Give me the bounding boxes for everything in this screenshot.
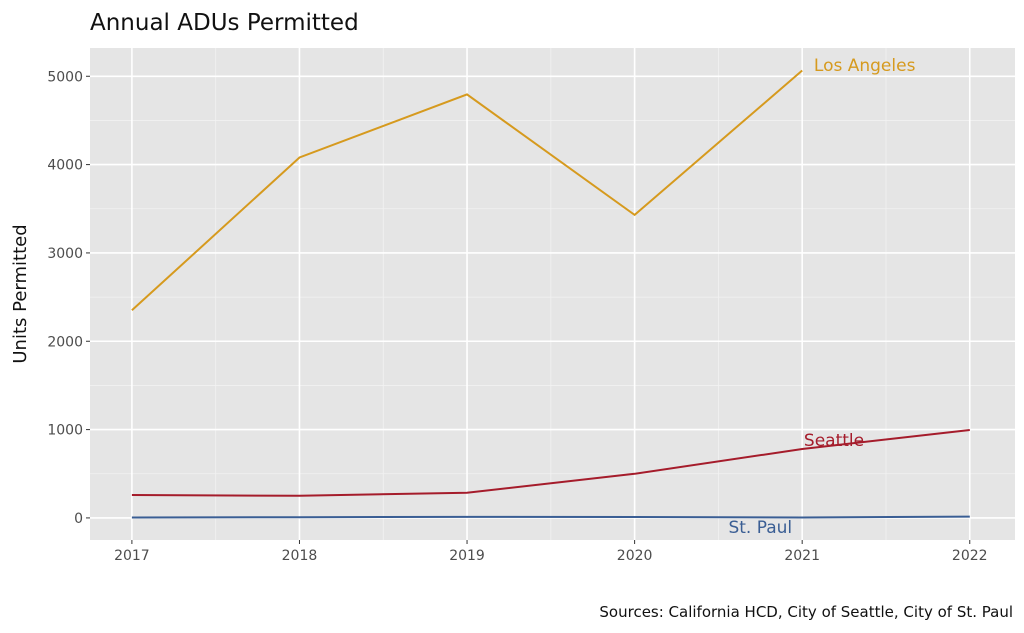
line-st-paul: [131, 515, 970, 519]
y-tick-label: 2000: [47, 334, 83, 350]
line-los-angeles: [131, 69, 803, 312]
x-tick-label: 2022: [952, 548, 988, 564]
chart-title: Annual ADUs Permitted: [90, 10, 359, 36]
y-tick-label: 0: [74, 511, 83, 527]
series-lines: [131, 69, 970, 519]
x-tick-label: 2021: [784, 548, 820, 564]
y-axis-title: Units Permitted: [10, 224, 31, 363]
y-tick-label: 4000: [47, 158, 83, 174]
plot-panel: [90, 48, 1015, 540]
y-tick-label: 5000: [47, 69, 83, 85]
line-seattle: [131, 429, 970, 497]
x-tick-label: 2020: [617, 548, 653, 564]
x-tick-label: 2019: [449, 548, 485, 564]
x-tick-label: 2017: [114, 548, 150, 564]
label-st-paul: St. Paul: [728, 518, 792, 538]
label-los-angeles: Los Angeles: [814, 56, 916, 76]
y-tick-label: 3000: [47, 246, 83, 262]
caption: Sources: California HCD, City of Seattle…: [599, 603, 1013, 621]
axis-ticks: 0 1000 2000 3000 4000 5000 2017 2018 2019 2020 202…: [47, 69, 987, 564]
x-tick-label: 2018: [282, 548, 318, 564]
series-labels: Los Angeles Seattle St. Paul: [728, 56, 915, 538]
y-tick-label: 1000: [47, 423, 83, 439]
label-seattle: Seattle: [804, 431, 864, 451]
